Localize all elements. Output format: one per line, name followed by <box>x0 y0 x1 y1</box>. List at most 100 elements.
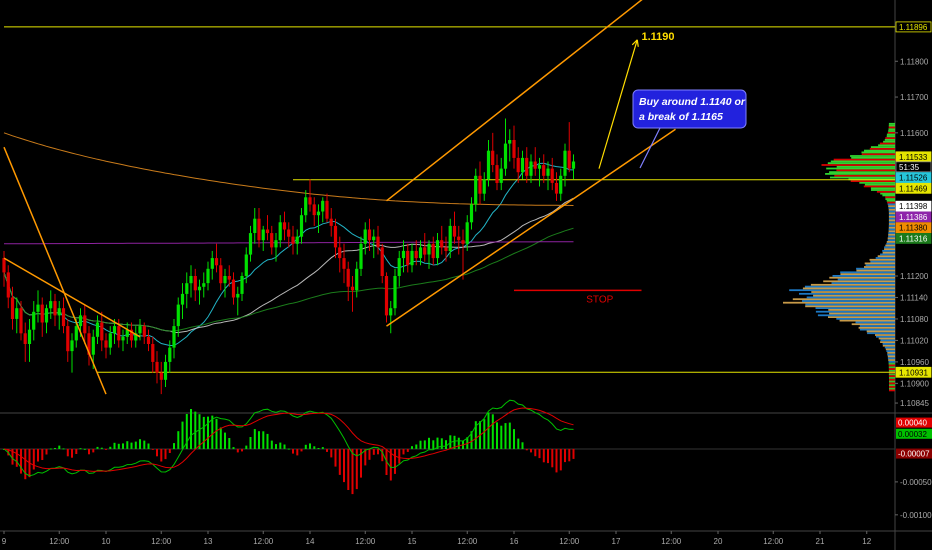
candle-body <box>244 254 248 276</box>
macd-histogram-bar <box>428 437 430 449</box>
candle-body <box>312 204 316 216</box>
price-badge-label: 1.11533 <box>899 153 928 162</box>
macd-histogram-bar <box>147 443 150 449</box>
macd-histogram-bar <box>100 447 103 449</box>
volume-profile-bar <box>826 167 895 170</box>
candle-body <box>452 225 457 237</box>
time-tick-label: 13 <box>204 537 213 546</box>
candle-body <box>508 140 512 144</box>
stop-label: STOP <box>586 294 613 305</box>
target-arrow-head <box>631 39 639 47</box>
candle-body <box>214 258 219 266</box>
volume-profile-bar <box>889 380 895 383</box>
volume-profile-bar <box>830 176 895 179</box>
volume-profile-bar <box>887 353 895 356</box>
price-badge <box>895 222 932 234</box>
price-tick-label: 1.11800 <box>900 57 929 66</box>
price-badge <box>895 161 932 173</box>
candle-body <box>520 157 525 173</box>
macd-histogram-bar <box>266 433 269 449</box>
candle-body <box>257 218 261 241</box>
volume-profile-bar <box>834 174 895 177</box>
volume-profile-bar <box>827 162 895 165</box>
volume-profile-bar <box>878 144 895 147</box>
volume-profile-bar <box>882 194 895 197</box>
volume-profile-bar <box>887 351 895 354</box>
macd-histogram-bar <box>564 448 566 463</box>
price-tick-label: 1.11140 <box>900 293 928 302</box>
volume-profile-bar <box>828 316 895 318</box>
volume-profile-bar <box>802 300 895 302</box>
macd-histogram-bar <box>160 448 163 462</box>
volume-profile-bar <box>888 364 895 367</box>
macd-histogram-bar <box>440 438 443 449</box>
candle-body <box>448 225 452 251</box>
candle-body <box>189 276 193 284</box>
candle-body <box>461 240 465 244</box>
candle-body <box>406 250 410 266</box>
candle-body <box>231 279 236 298</box>
volume-profile-bar <box>813 294 895 297</box>
candle-body <box>117 326 121 341</box>
time-tick-label: 9 <box>2 537 7 546</box>
time-tick-label: 10 <box>102 537 111 546</box>
price-badge-label: 1.11896 <box>899 23 928 32</box>
candle-body <box>236 293 240 298</box>
candle-body <box>185 283 189 294</box>
time-tick-label: 16 <box>510 537 519 546</box>
macd-histogram-bar <box>92 448 95 453</box>
volume-profile-bar <box>876 335 895 338</box>
macd-histogram-bar <box>406 448 409 452</box>
volume-profile-bar <box>888 128 895 131</box>
volume-profile-bar <box>870 146 895 148</box>
volume-profile-bar <box>815 307 895 309</box>
macd-histogram-bar <box>126 441 129 449</box>
macd-histogram-bar <box>79 448 82 450</box>
candle-body <box>287 229 291 237</box>
candle-body <box>342 258 346 269</box>
volume-profile-bar <box>888 205 895 207</box>
volume-profile-bar <box>805 305 895 308</box>
macd-histogram-bar <box>372 448 375 455</box>
volume-profile-bar <box>885 348 895 351</box>
volume-profile-bar <box>850 180 895 182</box>
volume-profile-bar <box>889 382 895 385</box>
macd-histogram-bar <box>88 448 90 455</box>
macd-histogram-bar <box>58 445 61 449</box>
volume-profile-bar <box>888 130 895 132</box>
volume-profile-bar <box>856 267 895 270</box>
volume-profile-bar <box>888 122 895 125</box>
volume-profile-bar <box>861 151 895 154</box>
volume-profile-bar <box>804 285 895 288</box>
macd-histogram-bar <box>534 448 537 457</box>
candle-body <box>219 265 223 284</box>
candle-body <box>325 200 329 219</box>
volume-profile-bar <box>850 155 895 157</box>
macd-histogram-bar <box>474 421 477 449</box>
macd-histogram-bar <box>287 448 290 450</box>
macd-histogram-bar <box>236 448 239 453</box>
candle-body <box>227 276 231 280</box>
time-tick-label: 12:00 <box>763 537 784 546</box>
macd-histogram-bar <box>491 414 494 449</box>
macd-histogram-bar <box>292 448 294 454</box>
macd-badge <box>896 417 932 428</box>
macd-histogram-bar <box>487 412 490 449</box>
volume-profile-bar <box>830 160 895 163</box>
price-badge <box>895 182 932 194</box>
volume-profile-bar <box>888 207 895 209</box>
candle-body <box>100 322 104 341</box>
candle-body <box>248 233 253 255</box>
macd-histogram-bar <box>219 427 222 449</box>
volume-profile-bar <box>885 244 895 247</box>
macd-histogram-bar <box>377 448 379 455</box>
macd-histogram-bar <box>568 448 571 462</box>
macd-histogram-bar <box>164 448 167 460</box>
macd-histogram-bar <box>411 446 413 449</box>
macd-histogram-bar <box>542 448 545 463</box>
candle-body <box>363 229 367 244</box>
price-badge <box>895 21 932 33</box>
channel-up-upper <box>386 0 643 202</box>
candles <box>2 118 576 395</box>
price-tick-label: 1.11200 <box>900 272 929 281</box>
